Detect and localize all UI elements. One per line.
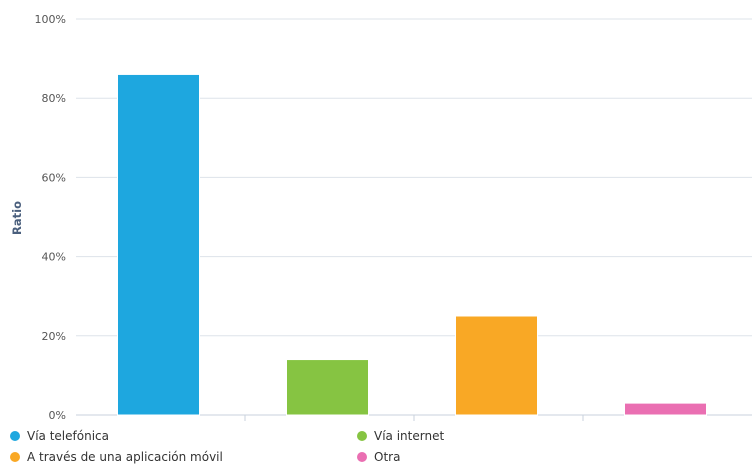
legend-item[interactable]: A través de una aplicación móvil	[10, 450, 223, 464]
bar[interactable]	[455, 315, 538, 416]
legend-item[interactable]: Otra	[357, 450, 400, 464]
bar[interactable]	[117, 73, 200, 416]
legend-marker	[10, 431, 20, 441]
bar[interactable]	[624, 402, 707, 416]
legend-item[interactable]: Vía telefónica	[10, 429, 109, 443]
legend-marker	[357, 452, 367, 462]
y-tick-label: 100%	[35, 13, 66, 26]
y-tick-label: 0%	[49, 409, 66, 422]
legend: Vía telefónica Vía internet A través de un…	[10, 429, 444, 464]
legend-marker	[10, 452, 20, 462]
y-axis-title: Ratio	[10, 201, 24, 235]
y-tick-label: 40%	[42, 251, 66, 264]
bars	[117, 73, 707, 416]
y-axis-tick-labels: 0% 20% 40% 60% 80% 100%	[35, 13, 66, 422]
bar[interactable]	[286, 359, 369, 416]
x-axis-ticks	[244, 415, 584, 421]
legend-label: Vía telefónica	[27, 429, 109, 443]
legend-item[interactable]: Vía internet	[357, 429, 444, 443]
legend-label: A través de una aplicación móvil	[27, 450, 223, 464]
legend-label: Otra	[374, 450, 400, 464]
y-tick-label: 80%	[42, 92, 66, 105]
legend-marker	[357, 431, 367, 441]
legend-label: Vía internet	[374, 429, 444, 443]
y-tick-label: 20%	[42, 330, 66, 343]
y-tick-label: 60%	[42, 171, 66, 184]
